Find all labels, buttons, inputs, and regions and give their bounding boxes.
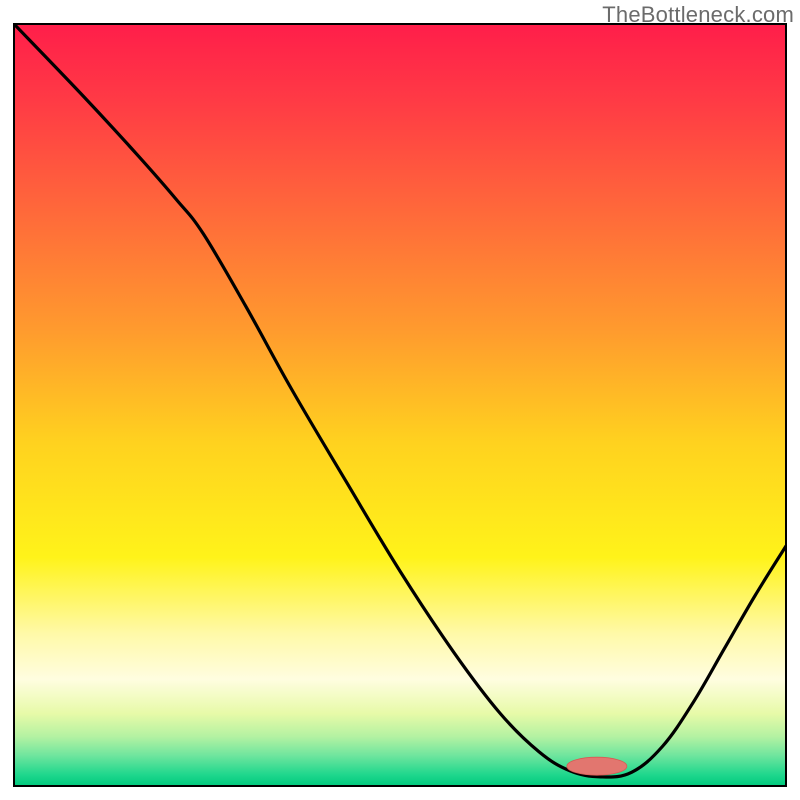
watermark-text: TheBottleneck.com	[602, 2, 794, 28]
gradient-background	[14, 24, 786, 786]
optimal-range-marker	[567, 757, 627, 775]
bottleneck-chart	[0, 0, 800, 800]
